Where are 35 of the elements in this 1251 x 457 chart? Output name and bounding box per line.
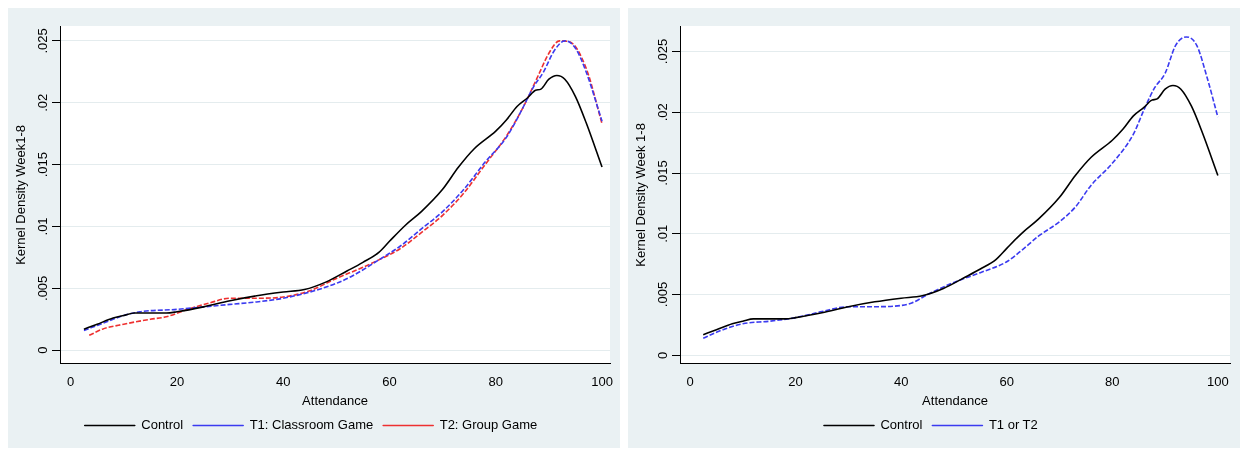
x-tick-label: 20 [169, 374, 185, 390]
x-axis-title: Attendance [922, 392, 988, 408]
y-axis-title: Kernel Density Week1-8 [13, 124, 29, 265]
y-axis-title: Kernel Density Week 1-8 [633, 123, 649, 267]
y-tick-label: .01 [35, 217, 51, 236]
x-tick-label: 40 [275, 374, 291, 390]
y-tick-label: .02 [655, 103, 671, 122]
y-tick-label: .025 [655, 38, 671, 65]
line-series [702, 36, 1219, 340]
legend-label: Control [141, 417, 184, 433]
line-series [702, 84, 1219, 336]
x-tick-label: 40 [893, 374, 909, 390]
x-tick-label: 0 [686, 374, 694, 390]
y-tick-label: 0 [655, 351, 671, 359]
legend-label: T1 or T2 [988, 417, 1038, 433]
y-tick-label: .015 [35, 151, 51, 178]
y-tick-label: 0 [35, 346, 51, 354]
x-tick-label: 80 [1105, 374, 1120, 390]
x-tick-label: 100 [1207, 374, 1229, 390]
x-tick-label: 80 [488, 374, 503, 390]
x-axis-title: Attendance [302, 392, 368, 408]
y-tick-label: .005 [35, 275, 51, 301]
x-tick-label: 20 [788, 374, 803, 390]
y-tick-label: .02 [35, 93, 51, 112]
legend-label: T2: Group Game [439, 417, 538, 433]
x-tick-label: 60 [999, 374, 1014, 390]
legend-label: T1: Classroom Game [249, 417, 374, 433]
legend-label: Control [880, 417, 923, 433]
x-tick-label: 60 [382, 374, 397, 390]
y-tick-label: .025 [35, 28, 51, 54]
y-tick-label: .015 [655, 160, 671, 186]
x-tick-label: 0 [67, 374, 75, 390]
y-tick-label: .01 [655, 224, 671, 243]
y-tick-label: .005 [655, 281, 671, 308]
x-tick-label: 100 [591, 374, 613, 390]
